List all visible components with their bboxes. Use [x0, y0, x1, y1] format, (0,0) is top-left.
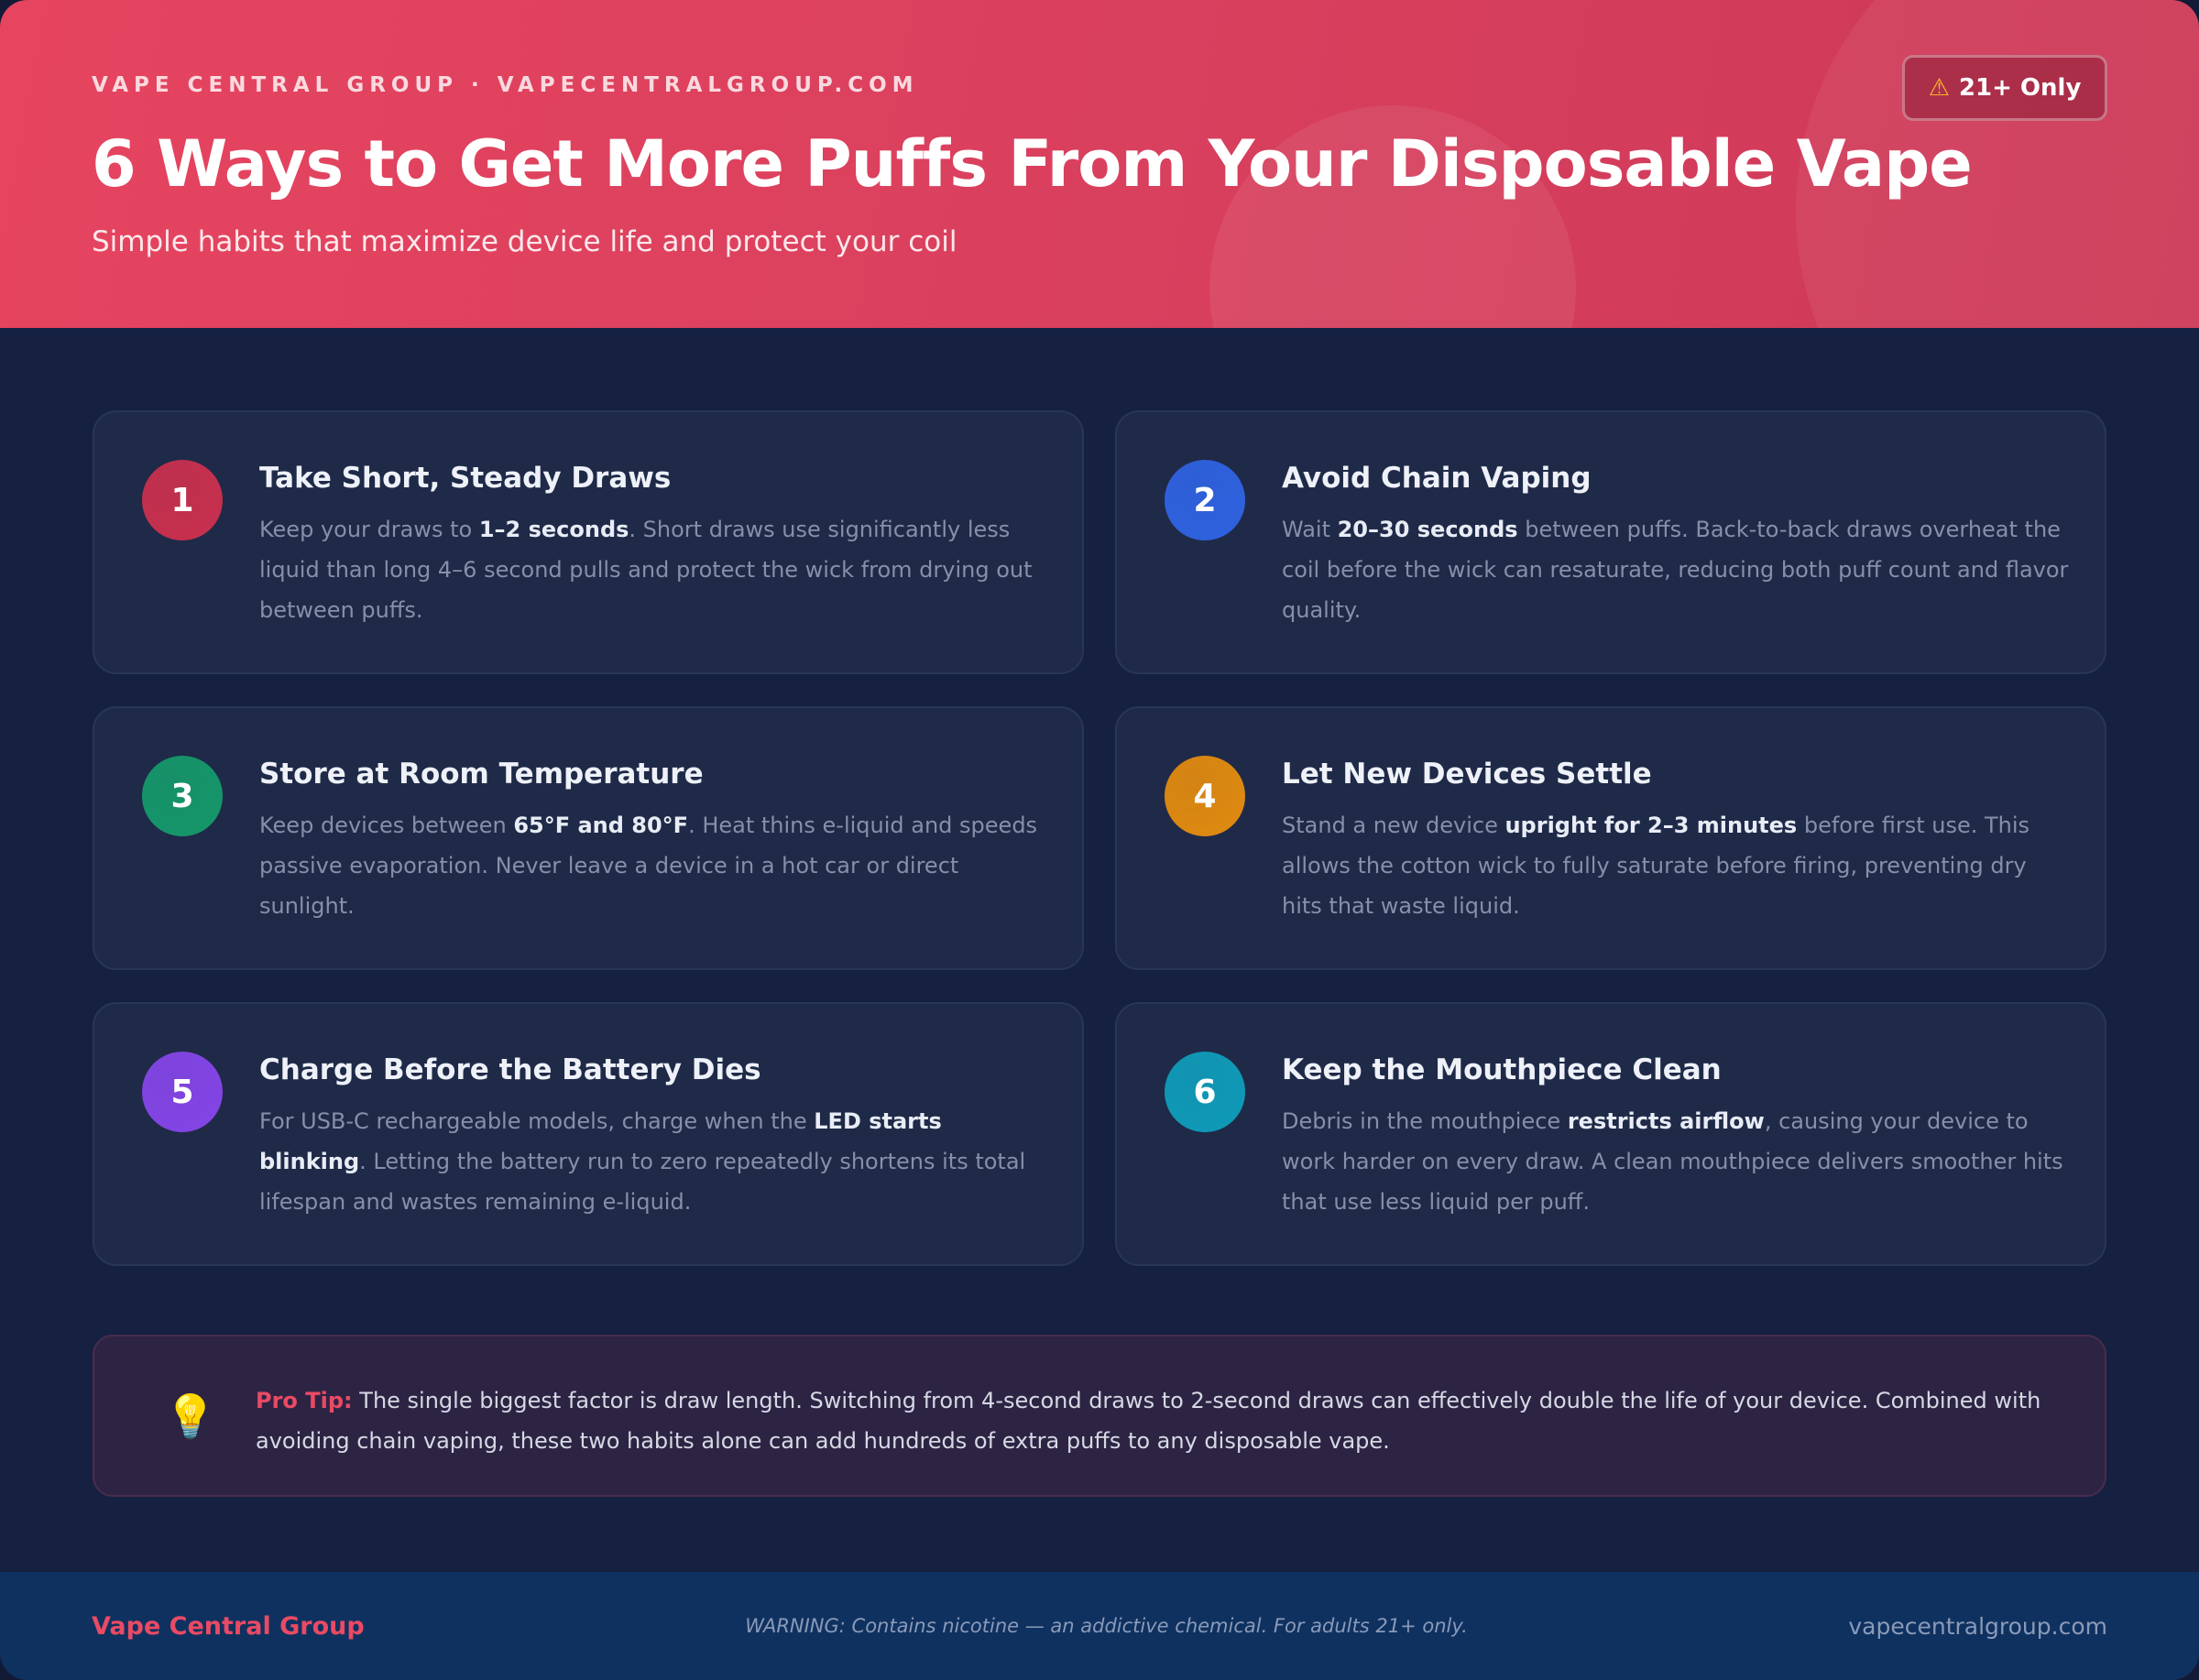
tip-title: Let New Devices Settle — [1282, 758, 1652, 791]
tip-description: For USB-C rechargeable models, charge wh… — [259, 1101, 1047, 1222]
footer-brand: Vape Central Group — [92, 1611, 365, 1641]
tip-description: Wait 20–30 seconds between puffs. Back-t… — [1282, 509, 2070, 630]
tip-highlight: 20–30 seconds — [1337, 517, 1518, 542]
tip-text: Wait — [1282, 517, 1338, 542]
tip-title: Charge Before the Battery Dies — [259, 1053, 761, 1086]
tip-description: Keep devices between 65°F and 80°F. Heat… — [259, 805, 1047, 926]
tip-description: Stand a new device upright for 2–3 minut… — [1282, 805, 2070, 926]
tip-card: 3 Store at Room Temperature Keep devices… — [93, 706, 1084, 970]
step-number-badge: 2 — [1165, 460, 1245, 540]
tip-text: Debris in the mouthpiece — [1282, 1108, 1568, 1134]
tip-text: before first use. This allows the cotton… — [1282, 813, 2030, 919]
tip-text: , causing your device to work harder on … — [1282, 1108, 2063, 1215]
tip-card: 1 Take Short, Steady Draws Keep your dra… — [93, 410, 1084, 674]
tip-card: 6 Keep the Mouthpiece Clean Debris in th… — [1115, 1002, 2106, 1266]
step-number-badge: 1 — [142, 460, 223, 540]
tip-text: between puffs. Back-to-back draws overhe… — [1282, 517, 2069, 623]
tip-highlight: restricts airflow — [1567, 1108, 1765, 1134]
tip-text: . Letting the battery run to zero repeat… — [259, 1149, 1026, 1215]
warning-icon: ⚠ — [1928, 74, 1950, 102]
tip-card: 2 Avoid Chain Vaping Wait 20–30 seconds … — [1115, 410, 2106, 674]
tip-text: Keep devices between — [259, 813, 514, 838]
pro-tip-label: Pro Tip: — [256, 1388, 353, 1413]
tip-text: . Heat thins e-liquid and speeds passive… — [259, 813, 1038, 919]
pro-tip-box: 💡 Pro Tip: The single biggest factor is … — [93, 1335, 2106, 1497]
step-number-badge: 4 — [1165, 756, 1245, 836]
header-banner: VAPE CENTRAL GROUP · VAPECENTRALGROUP.CO… — [0, 0, 2199, 328]
step-number-badge: 6 — [1165, 1052, 1245, 1132]
brand-line: VAPE CENTRAL GROUP · VAPECENTRALGROUP.CO… — [92, 73, 919, 97]
tip-card: 4 Let New Devices Settle Stand a new dev… — [1115, 706, 2106, 970]
step-number-badge: 5 — [142, 1052, 223, 1132]
tip-title: Take Short, Steady Draws — [259, 462, 672, 495]
tip-title: Keep the Mouthpiece Clean — [1282, 1053, 1722, 1086]
tip-highlight: 1–2 seconds — [478, 517, 629, 542]
footer-warning: WARNING: Contains nicotine — an addictiv… — [745, 1615, 1468, 1637]
pro-tip-text: Pro Tip: The single biggest factor is dr… — [256, 1380, 2079, 1461]
tip-highlight: 65°F and 80°F — [513, 813, 689, 838]
decorative-circle — [1796, 0, 2199, 328]
age-badge: ⚠ 21+ Only — [1902, 55, 2107, 121]
tip-title: Store at Room Temperature — [259, 758, 704, 791]
page-subtitle: Simple habits that maximize device life … — [92, 225, 957, 258]
tip-highlight: LED starts blinking — [259, 1108, 942, 1174]
lightbulb-icon: 💡 — [164, 1391, 217, 1441]
tip-text: . Short draws use significantly less liq… — [259, 517, 1033, 623]
tip-description: Keep your draws to 1–2 seconds. Short dr… — [259, 509, 1047, 630]
tip-text: Keep your draws to — [259, 517, 479, 542]
tip-text: Stand a new device — [1282, 813, 1505, 838]
tip-highlight: upright for 2–3 minutes — [1504, 813, 1798, 838]
tip-text: For USB-C rechargeable models, charge wh… — [259, 1108, 815, 1134]
footer-url[interactable]: vapecentralgroup.com — [1848, 1612, 2107, 1640]
pro-tip-body: The single biggest factor is draw length… — [256, 1388, 2041, 1454]
footer: Vape Central Group WARNING: Contains nic… — [0, 1572, 2199, 1680]
tip-title: Avoid Chain Vaping — [1282, 462, 1592, 495]
tip-description: Debris in the mouthpiece restricts airfl… — [1282, 1101, 2070, 1222]
step-number-badge: 3 — [142, 756, 223, 836]
age-badge-label: 21+ Only — [1958, 74, 2082, 102]
page-title: 6 Ways to Get More Puffs From Your Dispo… — [92, 126, 1973, 202]
tip-card: 5 Charge Before the Battery Dies For USB… — [93, 1002, 1084, 1266]
